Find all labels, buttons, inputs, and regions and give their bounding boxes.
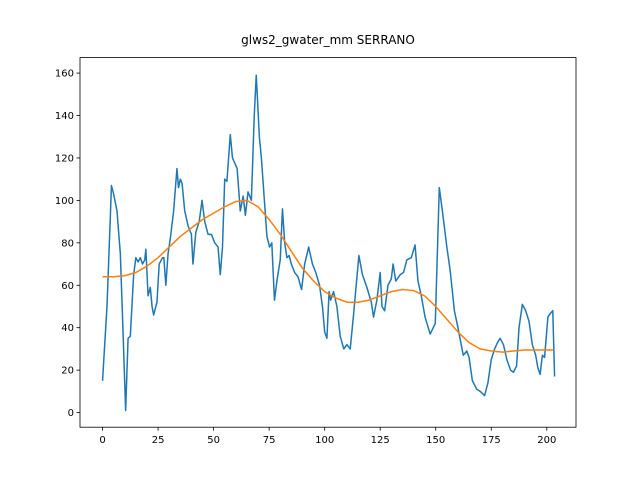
y-tick-label: 60 <box>61 281 74 292</box>
x-tick-label: 125 <box>371 435 390 446</box>
data-line <box>102 199 554 353</box>
x-tick-label: 150 <box>426 435 445 446</box>
y-tick-label: 140 <box>55 111 74 122</box>
x-tick-label: 100 <box>315 435 334 446</box>
data-line <box>101 74 556 412</box>
plot-area <box>101 74 556 412</box>
x-tick-label: 50 <box>207 435 220 446</box>
y-tick-label: 40 <box>61 323 74 334</box>
x-tick-label: 0 <box>99 435 105 446</box>
y-tick-label: 160 <box>55 69 74 80</box>
y-tick-label: 80 <box>61 238 74 249</box>
chart-title: glws2_gwater_mm SERRANO <box>241 33 415 47</box>
x-tick-label: 25 <box>152 435 165 446</box>
y-tick-label: 20 <box>61 366 74 377</box>
x-tick-label: 75 <box>263 435 276 446</box>
axes-frame <box>79 57 577 428</box>
y-tick-label: 100 <box>55 196 74 207</box>
y-tick-label: 0 <box>68 408 74 419</box>
x-tick-label: 175 <box>482 435 501 446</box>
y-tick-label: 120 <box>55 153 74 164</box>
x-tick-label: 200 <box>537 435 556 446</box>
